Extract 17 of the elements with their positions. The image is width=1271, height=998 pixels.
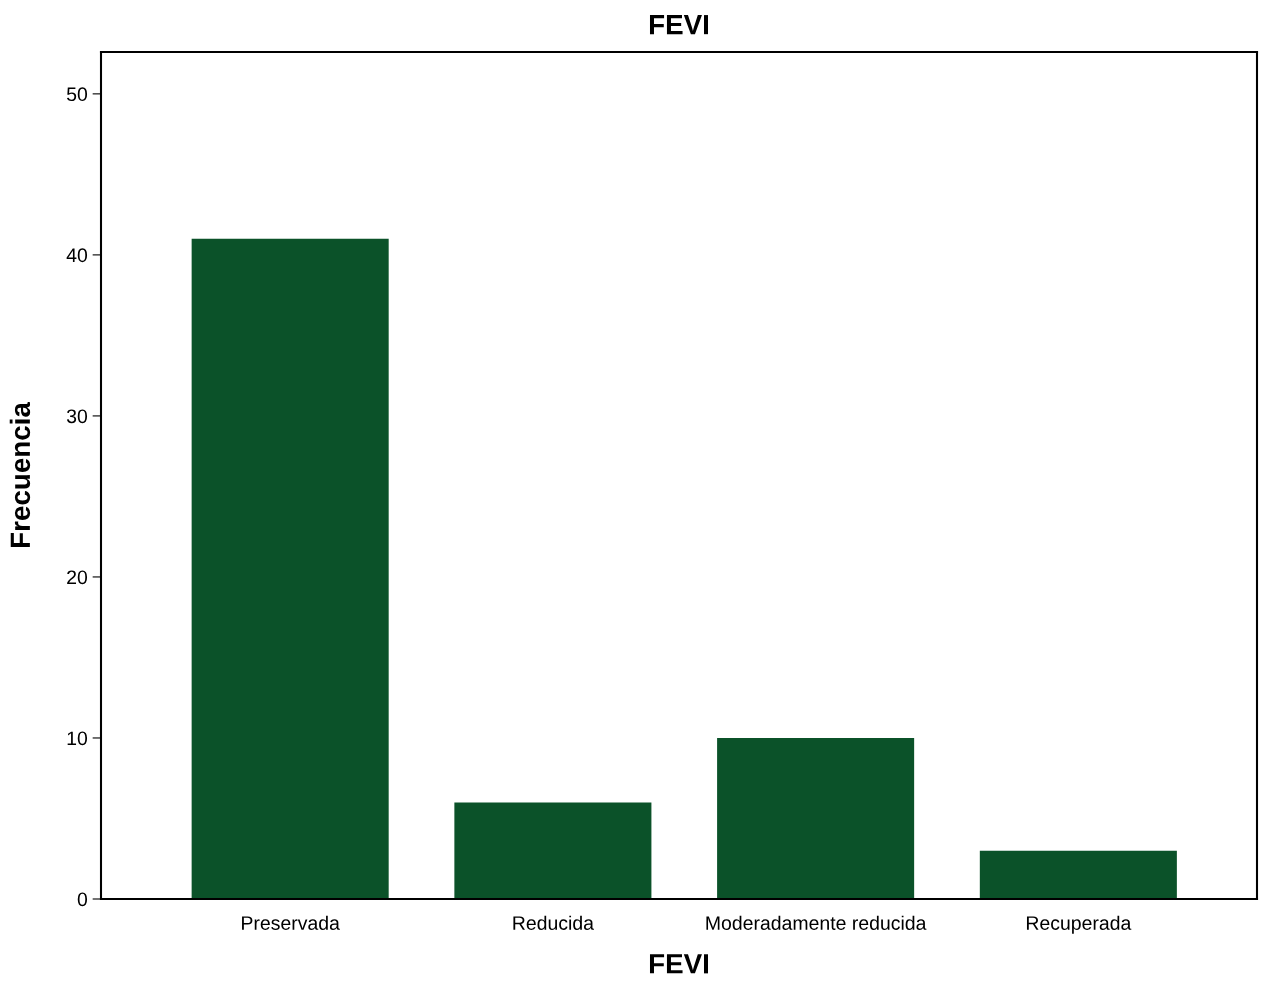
bar [717,737,915,899]
y-axis-title: Frecuencia [9,401,31,547]
y-tick-label: 10 [67,731,88,746]
x-tick-label: Reducida [513,915,594,930]
y-tick-label: 40 [66,248,88,263]
bar [454,802,652,899]
x-tick-label: Moderadamente reducida [706,915,927,930]
x-axis-title: FEVI [649,954,709,974]
chart-title: FEVI [649,15,709,35]
y-tick-label: 20 [67,570,88,585]
x-tick-label: Recuperada [1026,915,1132,934]
bar [191,238,389,899]
y-tick-label: 0 [77,892,88,907]
y-tick-label: 30 [66,409,88,424]
y-tick-label: 50 [66,87,88,102]
bar [979,850,1177,899]
x-tick-label: Preservada [242,915,340,930]
